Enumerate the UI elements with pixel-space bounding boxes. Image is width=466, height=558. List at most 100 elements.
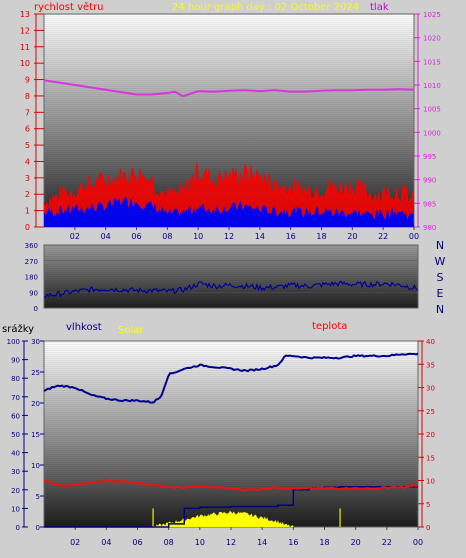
- wind-axis-tick-5: 5: [25, 141, 30, 150]
- humidity-axis-tick-10: 10: [11, 505, 20, 513]
- series-wind-avg: [43, 197, 414, 223]
- wind-x-tick-12: 12: [224, 232, 234, 241]
- temperature-axis-tick-20: 20: [426, 431, 435, 439]
- pressure-axis-tick-1000: 1000: [423, 129, 441, 137]
- wind-x-tick-14: 14: [255, 232, 265, 241]
- temperature-axis-tick-15: 15: [426, 454, 435, 462]
- humidity-axis-tick-70: 70: [11, 394, 20, 402]
- wind-axis-tick-12: 12: [20, 26, 30, 35]
- compass-letter-1: W: [435, 255, 446, 268]
- wind-axis-tick-7: 7: [25, 108, 30, 117]
- wind-axis-tick-1: 1: [25, 207, 30, 216]
- hum-x-tick-22: 22: [382, 538, 392, 547]
- rain-axis-tick-30: 30: [31, 338, 40, 346]
- humidity-axis-tick-100: 100: [7, 338, 20, 346]
- rain-axis-tick-10: 10: [31, 462, 40, 470]
- hum-x-tick-16: 16: [288, 538, 298, 547]
- pressure-axis-tick-1015: 1015: [423, 58, 441, 66]
- label-temperature: teplota: [312, 321, 347, 332]
- temperature-axis-tick-35: 35: [426, 361, 435, 369]
- pressure-axis-tick-990: 990: [423, 177, 436, 185]
- hum-x-tick-18: 18: [319, 538, 329, 547]
- compass-letter-0: N: [436, 239, 444, 252]
- dir-axis-tick-180: 180: [25, 274, 38, 282]
- series-wind-direction: [43, 280, 418, 298]
- label-wind-speed: rychlost větru: [34, 1, 104, 13]
- wind-x-tick-16: 16: [286, 232, 296, 241]
- wind-axis-tick-4: 4: [25, 157, 30, 166]
- humidity-axis-tick-20: 20: [11, 487, 20, 495]
- series-pressure: [43, 79, 415, 97]
- series-wind-gust: [43, 162, 414, 211]
- hum-x-tick-12: 12: [226, 538, 236, 547]
- wind-x-tick-22: 22: [378, 232, 388, 241]
- pressure-axis-tick-1025: 1025: [423, 11, 441, 19]
- wind-x-tick-10: 10: [193, 232, 203, 241]
- temperature-axis-tick-30: 30: [426, 385, 435, 393]
- rain-axis-tick-5: 5: [36, 493, 40, 501]
- wind-x-tick-00: 00: [409, 232, 419, 241]
- wind-axis-tick-6: 6: [25, 125, 30, 134]
- hum-x-tick-14: 14: [257, 538, 267, 547]
- label-humidity: vlhkost: [66, 322, 102, 333]
- wind-x-tick-08: 08: [162, 232, 172, 241]
- compass-letter-4: N: [436, 303, 444, 316]
- pressure-axis-tick-980: 980: [423, 224, 436, 232]
- temperature-axis-tick-5: 5: [426, 501, 430, 509]
- series-solar: [44, 510, 418, 527]
- temperature-axis-tick-10: 10: [426, 478, 435, 486]
- wind-x-tick-20: 20: [347, 232, 357, 241]
- wind-axis-tick-11: 11: [20, 43, 30, 52]
- rain-axis-tick-20: 20: [31, 400, 40, 408]
- hum-x-tick-04: 04: [101, 538, 111, 547]
- chart-main-title: 24 hour graph day : 02 October 2024: [172, 2, 359, 13]
- humidity-axis-tick-50: 50: [11, 431, 20, 439]
- hum-x-tick-08: 08: [164, 538, 174, 547]
- pressure-axis-tick-1005: 1005: [423, 106, 441, 114]
- wind-axis-tick-13: 13: [20, 10, 30, 19]
- label-pressure: tlak: [370, 2, 389, 13]
- hum-x-tick-00: 00: [413, 538, 423, 547]
- humidity-axis-tick-60: 60: [11, 412, 20, 420]
- panel-humidity-temperature-texture: [44, 341, 418, 527]
- hum-x-tick-10: 10: [195, 538, 205, 547]
- wind-x-tick-04: 04: [101, 232, 111, 241]
- hum-x-tick-20: 20: [351, 538, 361, 547]
- temperature-axis-tick-0: 0: [426, 524, 430, 532]
- humidity-axis-tick-90: 90: [11, 357, 20, 365]
- wind-x-tick-06: 06: [131, 232, 141, 241]
- pressure-axis-tick-1010: 1010: [423, 82, 441, 90]
- series-wind-gust-area: [44, 162, 413, 222]
- wind-axis-tick-8: 8: [25, 92, 30, 101]
- wind-x-tick-02: 02: [70, 232, 80, 241]
- rain-axis-tick-25: 25: [31, 369, 40, 377]
- humidity-axis-tick-30: 30: [11, 468, 20, 476]
- rain-axis-tick-0: 0: [36, 524, 40, 532]
- hum-x-tick-02: 02: [70, 538, 80, 547]
- series-humidity: [43, 352, 419, 404]
- pressure-axis-tick-1020: 1020: [423, 35, 441, 43]
- wind-axis-tick-10: 10: [20, 59, 30, 68]
- temperature-axis-tick-40: 40: [426, 338, 435, 346]
- series-temperature: [43, 478, 419, 492]
- humidity-axis-tick-80: 80: [11, 375, 20, 383]
- dir-axis-tick-360: 360: [25, 242, 38, 250]
- hum-x-tick-06: 06: [132, 538, 142, 547]
- temperature-axis-tick-25: 25: [426, 408, 435, 416]
- label-rain: srážky: [2, 323, 34, 335]
- series-wind-avg-area: [44, 198, 414, 227]
- rain-axis-tick-15: 15: [31, 431, 40, 439]
- wind-axis-tick-3: 3: [25, 174, 30, 183]
- dir-axis-tick-0: 0: [34, 305, 38, 313]
- compass-letter-2: S: [437, 271, 444, 284]
- wind-axis-tick-0: 0: [25, 223, 30, 232]
- pressure-axis-tick-985: 985: [423, 200, 436, 208]
- pressure-axis-tick-995: 995: [423, 153, 436, 161]
- wind-x-tick-18: 18: [316, 232, 326, 241]
- wind-axis-tick-9: 9: [25, 76, 30, 85]
- label-solar: Solar: [118, 325, 144, 336]
- compass-letter-3: E: [437, 287, 444, 300]
- humidity-axis-tick-0: 0: [16, 524, 20, 532]
